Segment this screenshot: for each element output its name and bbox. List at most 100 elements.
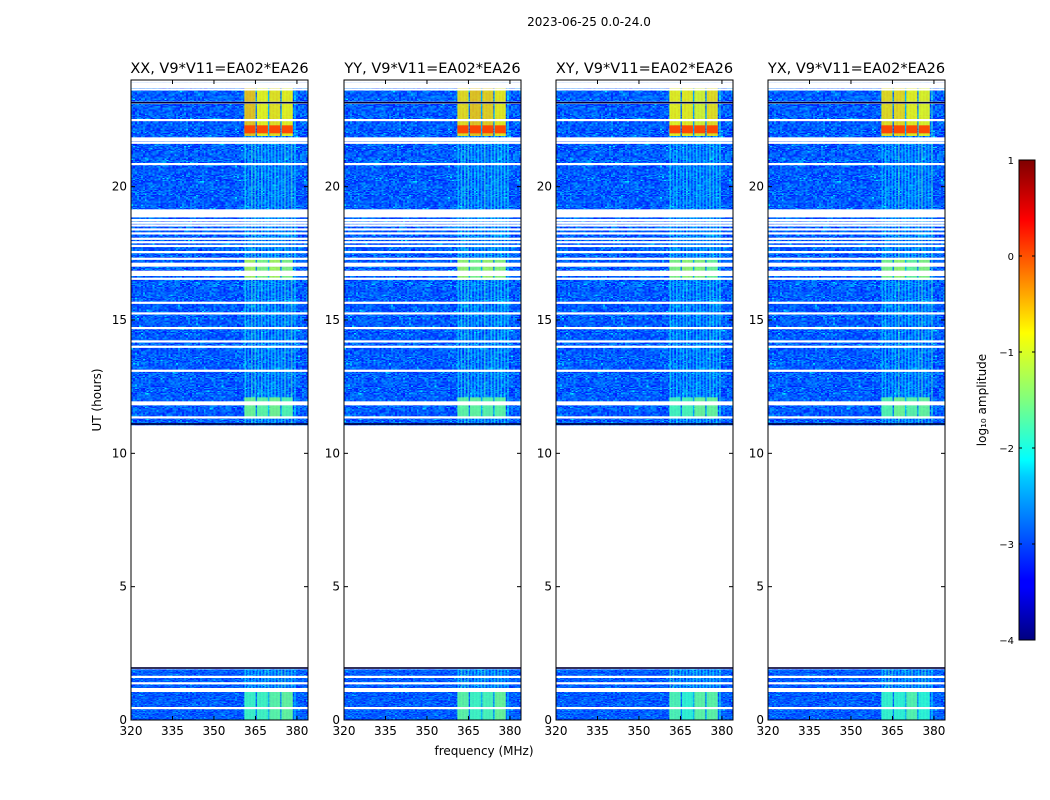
flag-band (131, 688, 308, 692)
x-tick-label: 335 (161, 724, 184, 738)
flag-row (768, 224, 945, 227)
rfi-streak (267, 669, 270, 720)
flag-row (768, 301, 945, 304)
flag-band (768, 209, 945, 218)
rfi-block (681, 688, 693, 720)
flag-row (131, 327, 308, 330)
flag-row (131, 251, 308, 254)
rfi-block (469, 88, 481, 136)
flag-row (344, 232, 521, 235)
rfi-streak (931, 669, 933, 720)
rfi-block (494, 688, 506, 720)
rfi-block (469, 688, 481, 720)
rfi-block (457, 397, 469, 419)
rfi-block (457, 688, 469, 720)
rfi-streak (705, 82, 708, 426)
y-tick-label: 0 (756, 713, 764, 727)
rfi-block (881, 88, 893, 136)
panel-1: XX, V9*V11=EA02*EA26 320 335 350 365 380 0 5 10 1… (112, 61, 309, 738)
flag-row (131, 244, 308, 248)
flag-row (131, 241, 308, 244)
y-tick-label: 10 (325, 446, 340, 460)
x-tick-label: 350 (203, 724, 226, 738)
rfi-block (269, 88, 281, 136)
rfi-streak (719, 669, 721, 720)
rfi-streak (719, 82, 721, 426)
flag-row (768, 88, 945, 91)
rfi-block (244, 688, 256, 720)
x-tick-label: 335 (798, 724, 821, 738)
rfi-streak (264, 82, 266, 426)
x-tick-label: 365 (881, 724, 904, 738)
flag-row (556, 345, 733, 348)
x-tick-label: 380 (498, 724, 521, 738)
rfi-hot-strip (906, 125, 918, 134)
x-tick-label: 380 (922, 724, 945, 738)
flag-band (556, 401, 733, 406)
flag-band (768, 688, 945, 692)
flag-band (556, 82, 733, 88)
rfi-block (494, 397, 506, 419)
rfi-streak (290, 82, 293, 426)
rfi-streak (914, 82, 917, 426)
rfi-block (918, 88, 930, 136)
x-tick-label: 380 (285, 724, 308, 738)
panel-title: XX, V9*V11=EA02*EA26 (130, 61, 308, 77)
rfi-streak (689, 82, 691, 426)
rfi-streak (927, 82, 930, 426)
flag-row (344, 251, 521, 254)
rfi-streak (254, 82, 256, 426)
colorbar-label: log₁₀ amplitude (975, 354, 989, 446)
rfi-block (918, 397, 930, 419)
flag-band (131, 270, 308, 276)
x-tick-label: 320 (120, 724, 143, 738)
rfi-block (482, 688, 494, 720)
rfi-streak (712, 82, 715, 426)
flag-row (344, 312, 521, 315)
flag-row (768, 340, 945, 343)
rfi-hot-strip (881, 125, 893, 134)
colorbar-tick-label: 0 (1008, 252, 1014, 263)
rfi-block (256, 397, 268, 419)
rfi-streak (692, 669, 695, 720)
flag-row (768, 277, 945, 280)
colorbar-gradient (1018, 159, 1036, 641)
flag-row (344, 416, 521, 419)
rfi-streak (679, 82, 681, 426)
rfi-block (906, 258, 918, 280)
flag-band (131, 137, 308, 142)
dark-row (556, 667, 733, 669)
rfi-block (269, 688, 281, 720)
rfi-block (706, 397, 718, 419)
rfi-streak (280, 82, 283, 426)
rfi-block (681, 88, 693, 136)
flag-band (344, 270, 521, 276)
rfi-block (893, 688, 905, 720)
y-tick-label: 10 (537, 446, 552, 460)
rfi-hot-strip (457, 125, 469, 134)
rfi-streak (260, 82, 263, 426)
rfi-streak (257, 82, 260, 426)
x-axis-label: frequency (MHz) (434, 744, 533, 758)
rfi-streak (251, 82, 253, 426)
flag-row (768, 707, 945, 710)
flag-row (768, 232, 945, 235)
flag-row (131, 301, 308, 304)
rfi-block (669, 88, 681, 136)
dark-row (344, 423, 521, 425)
flag-row (344, 163, 521, 166)
y-tick-label: 5 (332, 580, 340, 594)
rfi-block (906, 688, 918, 720)
rfi-block (244, 397, 256, 419)
panel-title: XY, V9*V11=EA02*EA26 (556, 61, 733, 77)
flag-row (344, 221, 521, 224)
rfi-block (906, 88, 918, 136)
rfi-block (256, 88, 268, 136)
flag-band (131, 209, 308, 218)
rfi-streak (287, 82, 290, 426)
rfi-hot-strip (256, 125, 268, 134)
rfi-streak (493, 82, 496, 426)
flag-row (556, 232, 733, 235)
rfi-streak (460, 82, 463, 426)
x-tick-label: 365 (244, 724, 267, 738)
